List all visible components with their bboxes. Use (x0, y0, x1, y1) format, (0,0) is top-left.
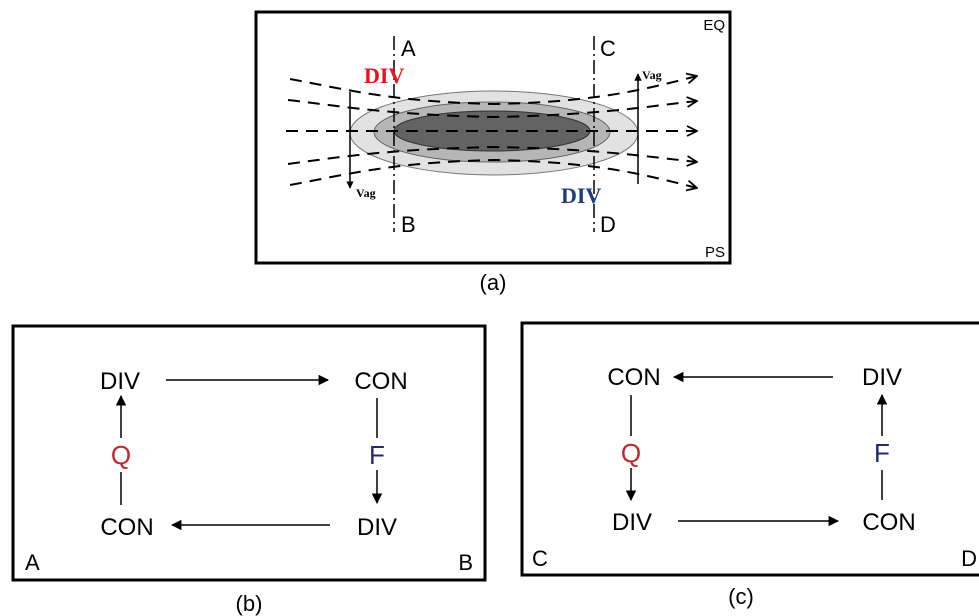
flow-line (287, 145, 697, 164)
corner-label-ps: PS (705, 244, 725, 261)
section-label-a: A (401, 36, 416, 61)
corner-label-eq: EQ (703, 17, 725, 34)
c-div-bottom: DIV (612, 509, 652, 536)
section-label-c: C (600, 36, 616, 61)
b-q-label: Q (111, 440, 131, 470)
panel-b: DIV CON Q F CON DIV A B (b) (11, 324, 487, 616)
vag-left-label: Vag (356, 186, 376, 200)
panel-b-frame (11, 324, 487, 582)
panel-c-frame (520, 321, 979, 577)
c-div-top: DIV (862, 364, 902, 391)
vag-right-label: Vag (642, 68, 662, 82)
flow-line (289, 76, 697, 106)
div-label-red: DIV (364, 63, 404, 88)
caption-c: (c) (728, 584, 754, 609)
c-q-label: Q (621, 438, 641, 468)
c-con-bottom: CON (862, 509, 915, 536)
flow-line (287, 100, 697, 119)
b-corner-left: A (25, 550, 40, 575)
panel-a: Vag Vag A B C D DIV DIV EQ PS (a) (254, 10, 732, 295)
panel-c: CON DIV Q F DIV CON C D (c) (520, 321, 979, 609)
b-div-top: DIV (100, 368, 140, 395)
c-con-top: CON (607, 364, 660, 391)
section-label-b: B (401, 212, 416, 237)
b-corner-right: B (458, 550, 473, 575)
flow-line (289, 158, 697, 188)
b-con-top: CON (354, 368, 407, 395)
caption-b: (b) (236, 591, 263, 616)
c-f-label: F (874, 438, 890, 468)
b-con-bottom: CON (100, 514, 153, 541)
c-corner-right: D (961, 546, 977, 571)
c-corner-left: C (532, 546, 548, 571)
div-label-blue: DIV (561, 183, 601, 208)
flow-lines (286, 76, 697, 188)
caption-a: (a) (480, 270, 507, 295)
b-div-bottom: DIV (357, 514, 397, 541)
b-f-label: F (369, 440, 385, 470)
section-label-d: D (600, 212, 616, 237)
